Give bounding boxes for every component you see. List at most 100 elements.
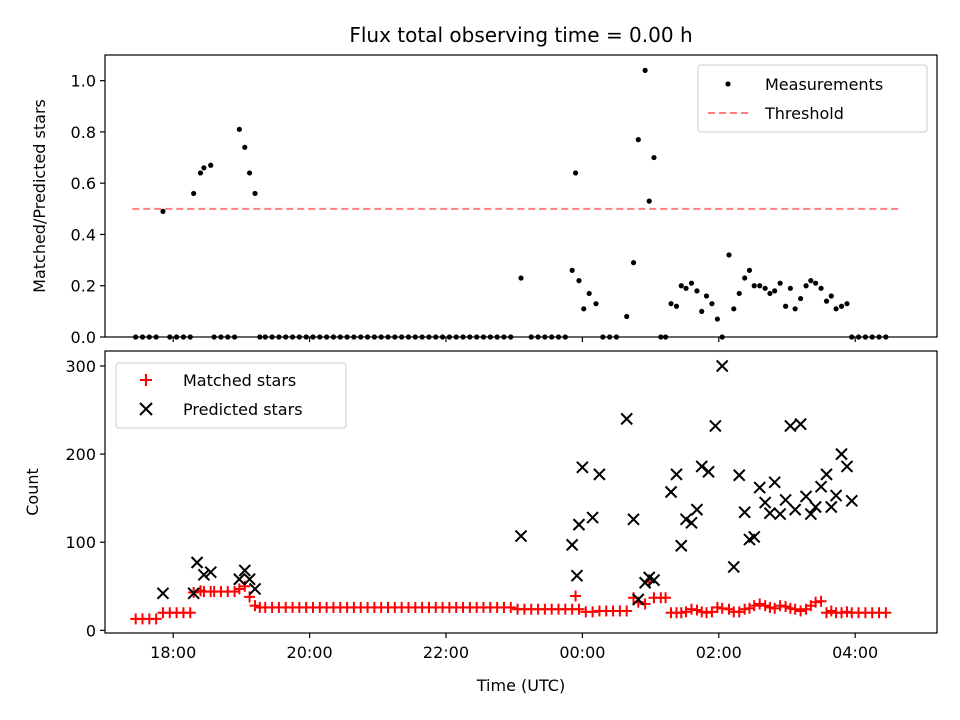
legend-matched-marker: [140, 374, 152, 386]
legend-predicted-label: Predicted stars: [183, 400, 303, 419]
x-tick-label: 00:00: [559, 643, 605, 662]
measurements-point: [844, 301, 850, 307]
measurements-point: [709, 301, 715, 307]
predicted-stars-point: [753, 481, 766, 494]
predicted-stars-point: [829, 489, 843, 502]
x-tick-label: 18:00: [150, 643, 196, 662]
measurements-point: [197, 170, 204, 176]
predicted-stars-point: [593, 468, 606, 481]
measurements-point: [569, 267, 575, 273]
measurements-point: [668, 301, 674, 307]
measurements-point: [808, 278, 814, 284]
legend-matched-label: Matched stars: [183, 371, 296, 390]
measurements-point: [803, 283, 809, 289]
predicted-stars-point: [679, 513, 693, 526]
measurements-point: [783, 303, 789, 309]
legend-predicted-marker: [139, 402, 153, 416]
chart-title: Flux total observing time = 0.00 h: [349, 23, 692, 47]
matched-stars-point: [780, 601, 792, 613]
measurements-point: [651, 154, 657, 161]
matched-stars-point: [748, 600, 760, 612]
top-panel: 0.0 0.2 0.4 0.6 0.8 1.0 Matched/Predicted sta…: [30, 54, 938, 347]
top-plot-frame: [104, 54, 938, 338]
predicted-stars-point: [835, 447, 848, 461]
predicted-stars-point: [845, 494, 858, 508]
predicted-stars-point: [197, 568, 211, 582]
predicted-stars-point: [238, 564, 252, 577]
matched-stars-point: [660, 592, 672, 604]
predicted-stars-point: [825, 500, 838, 514]
bottom-legend-box: [115, 362, 347, 429]
bottom-panel: 0 100 200 300 18:00 20:00 22:00 00:00 02:00 04:00…: [23, 350, 938, 695]
predicted-stars-point: [248, 582, 262, 596]
bottom-y-tick-label: 0: [86, 621, 96, 640]
matched-stars-point: [229, 586, 241, 598]
legend-measurements-label: Measurements: [765, 75, 883, 94]
measurements-point: [823, 298, 830, 304]
predicted-stars-point: [738, 506, 751, 519]
bottom-y-axis-label: Count: [23, 468, 42, 516]
predicted-stars-point: [820, 468, 833, 481]
measurements-point: [201, 165, 207, 171]
top-y-tick-label: 0.4: [71, 225, 96, 244]
predicted-stars-point: [779, 493, 792, 507]
predicted-stars-point: [632, 593, 645, 606]
measurements-point: [838, 303, 845, 309]
measurements-point: [593, 301, 599, 307]
bottom-y-tick-label: 300: [65, 357, 96, 376]
predicted-stars-point: [715, 359, 729, 373]
measurements-point: [736, 290, 742, 297]
measurements-point: [694, 288, 700, 294]
predicted-stars-point: [733, 469, 746, 482]
top-y-tick-label: 0.0: [71, 328, 96, 347]
bottom-axis-ticks: 0 100 200 300 18:00 20:00 22:00 00:00 02:00 04:00: [65, 357, 878, 662]
top-y-tick-label: 0.8: [71, 123, 96, 142]
measurements-point: [813, 280, 819, 286]
predicted-stars-point: [514, 529, 528, 543]
top-legend-box: [697, 64, 928, 133]
predicted-stars-point: [809, 500, 822, 514]
measurements-point: [646, 198, 652, 204]
predicted-stars-point: [788, 503, 802, 516]
predicted-stars-point: [773, 507, 787, 521]
measurements-point: [714, 316, 721, 322]
matched-stars-point: [150, 613, 162, 625]
top-y-tick-label: 1.0: [71, 72, 96, 91]
measurements-point: [673, 303, 680, 309]
measurements-point: [518, 275, 524, 281]
measurements-point: [787, 285, 793, 291]
measurements-point: [581, 306, 587, 312]
predicted-stars-point: [784, 419, 797, 433]
top-y-tick-label: 0.2: [71, 277, 96, 296]
predicted-stars-point: [156, 587, 170, 600]
measurements-point: [576, 278, 582, 284]
measurements-point: [252, 190, 258, 197]
predicted-stars-point: [768, 476, 781, 489]
matched-stars-point: [821, 607, 833, 619]
measurements-point: [688, 280, 695, 286]
predicted-stars-point: [647, 573, 661, 587]
matched-stars-point: [825, 605, 837, 617]
predicted-stars-point: [190, 556, 204, 569]
top-legend: Measurements Threshold: [697, 64, 928, 133]
predicted-stars-point: [627, 513, 640, 526]
predicted-stars-point: [804, 507, 818, 521]
predicted-stars-point: [709, 419, 722, 433]
measurements-point: [792, 306, 798, 312]
predicted-stars-point: [763, 506, 777, 520]
predicted-stars-point: [204, 565, 217, 579]
predicted-stars-point: [702, 465, 715, 478]
measurements-point: [678, 283, 684, 289]
measurements-point: [726, 252, 732, 258]
predicted-stars-point: [576, 461, 589, 474]
matched-stars-point: [570, 590, 582, 602]
matched-stars-point: [733, 606, 745, 618]
matched-stars-point: [754, 598, 766, 610]
predicted-stars-point: [758, 496, 772, 509]
predicted-stars-point: [620, 412, 633, 426]
measurements-point: [642, 67, 648, 73]
bottom-plot-frame: [104, 350, 938, 634]
predicted-stars-point: [695, 460, 708, 473]
measurements-point: [624, 313, 630, 320]
predicted-stars-point: [233, 573, 246, 586]
